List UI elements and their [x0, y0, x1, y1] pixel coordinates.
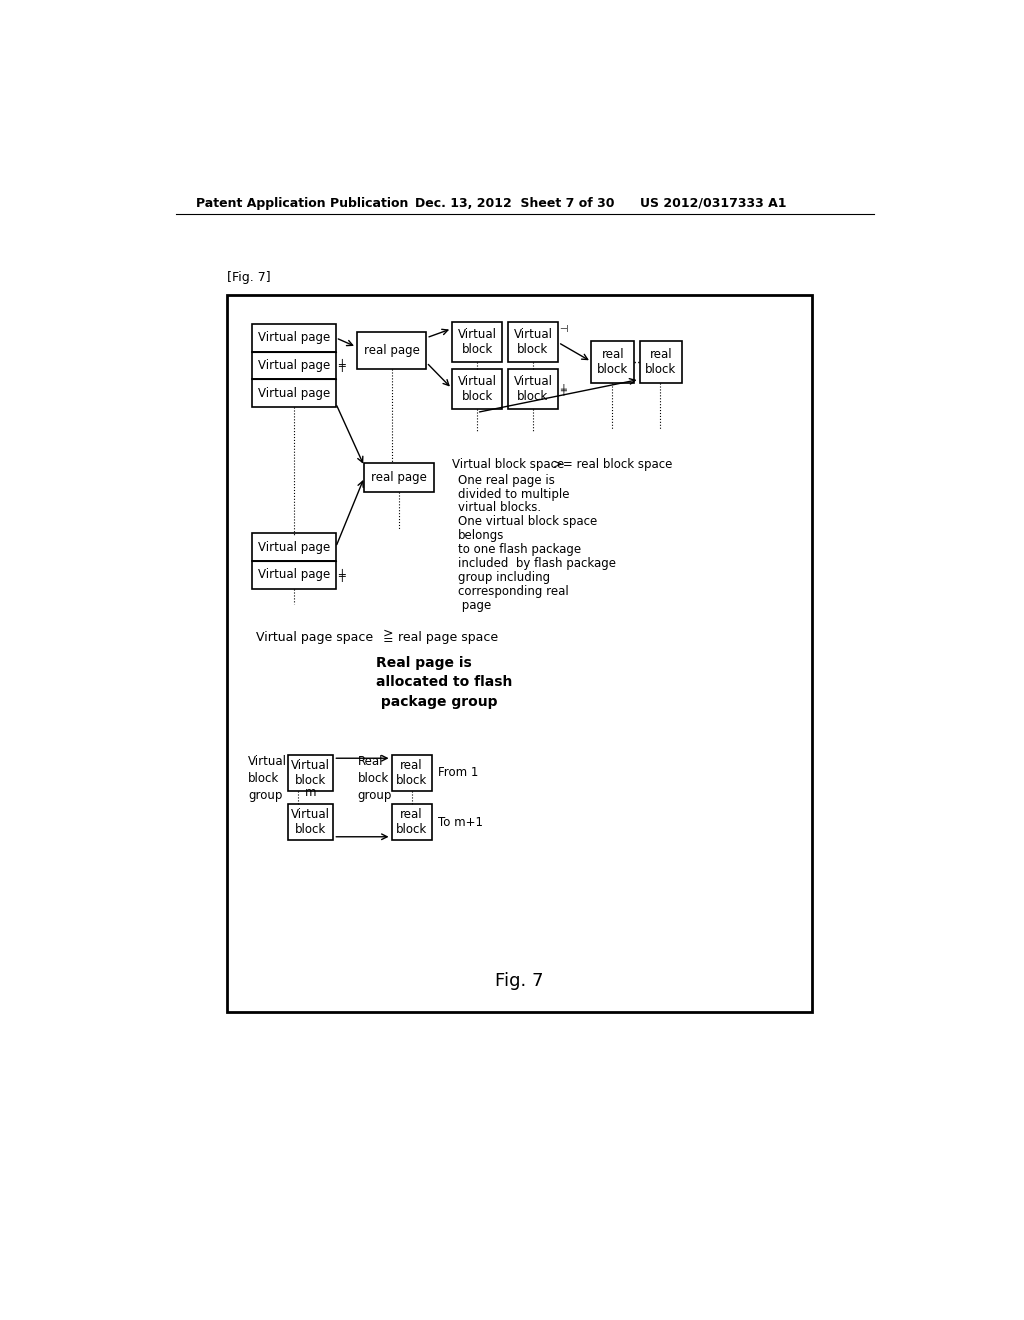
Text: real
block: real block: [645, 348, 677, 376]
Text: ╪: ╪: [560, 383, 565, 395]
Text: Virtual
block: Virtual block: [458, 375, 497, 403]
Text: Fig. 7: Fig. 7: [496, 972, 544, 990]
Text: Virtual block space: Virtual block space: [452, 458, 564, 471]
Text: Virtual
block
group: Virtual block group: [248, 755, 287, 801]
Text: group including: group including: [458, 570, 550, 583]
Bar: [356, 331, 426, 368]
Text: ╪: ╪: [338, 359, 345, 372]
Text: =: =: [382, 634, 393, 647]
Text: real page space: real page space: [397, 631, 498, 644]
Text: m: m: [305, 785, 316, 799]
Bar: [252, 379, 336, 407]
Bar: [289, 804, 334, 840]
Text: ╪: ╪: [338, 569, 345, 582]
Bar: [289, 755, 334, 791]
Text: US 2012/0317333 A1: US 2012/0317333 A1: [640, 197, 786, 210]
Text: to one flash package: to one flash package: [458, 543, 582, 556]
Bar: [252, 561, 336, 589]
Text: One real page is: One real page is: [458, 474, 555, 487]
Text: real
block: real block: [597, 348, 629, 376]
Bar: [640, 341, 682, 383]
Bar: [592, 341, 634, 383]
Bar: [252, 351, 336, 379]
Text: Virtual page: Virtual page: [258, 569, 330, 582]
Text: corresponding real: corresponding real: [458, 585, 569, 598]
Text: Virtual
block: Virtual block: [292, 759, 331, 787]
Text: virtual blocks.: virtual blocks.: [458, 502, 542, 515]
Text: real page: real page: [372, 471, 427, 483]
Text: >: >: [382, 627, 392, 640]
Bar: [227, 296, 812, 1011]
Text: Virtual page: Virtual page: [258, 387, 330, 400]
Text: One virtual block space: One virtual block space: [458, 515, 597, 528]
Text: Real page is
allocated to flash
 package group: Real page is allocated to flash package …: [376, 656, 512, 709]
Bar: [452, 368, 503, 409]
Text: Patent Application Publication: Patent Application Publication: [197, 197, 409, 210]
Text: Virtual page space: Virtual page space: [256, 631, 373, 644]
Text: Virtual page: Virtual page: [258, 541, 330, 554]
Text: ⊣: ⊣: [560, 323, 568, 334]
Text: Virtual page: Virtual page: [258, 331, 330, 345]
Text: divided to multiple: divided to multiple: [458, 487, 569, 500]
Bar: [452, 322, 503, 363]
Text: Real
block
group: Real block group: [357, 755, 392, 801]
Text: [Fig. 7]: [Fig. 7]: [227, 271, 270, 284]
Text: real page: real page: [364, 343, 420, 356]
Text: Virtual
block: Virtual block: [513, 329, 552, 356]
Bar: [252, 323, 336, 351]
Text: Virtual
block: Virtual block: [513, 375, 552, 403]
Text: real
block: real block: [396, 808, 427, 836]
Text: belongs: belongs: [458, 529, 505, 543]
Text: Dec. 13, 2012  Sheet 7 of 30: Dec. 13, 2012 Sheet 7 of 30: [415, 197, 614, 210]
Bar: [508, 368, 558, 409]
Text: >= real block space: >= real block space: [553, 458, 672, 471]
Text: real
block: real block: [396, 759, 427, 787]
Text: From 1: From 1: [438, 767, 478, 779]
Bar: [365, 462, 434, 492]
Bar: [508, 322, 558, 363]
Text: page: page: [458, 598, 492, 611]
Bar: [252, 533, 336, 561]
Text: Virtual
block: Virtual block: [292, 808, 331, 836]
Bar: [391, 804, 432, 840]
Text: included  by flash package: included by flash package: [458, 557, 616, 570]
Text: To m+1: To m+1: [438, 816, 483, 829]
Bar: [391, 755, 432, 791]
Text: Virtual
block: Virtual block: [458, 329, 497, 356]
Text: Virtual page: Virtual page: [258, 359, 330, 372]
